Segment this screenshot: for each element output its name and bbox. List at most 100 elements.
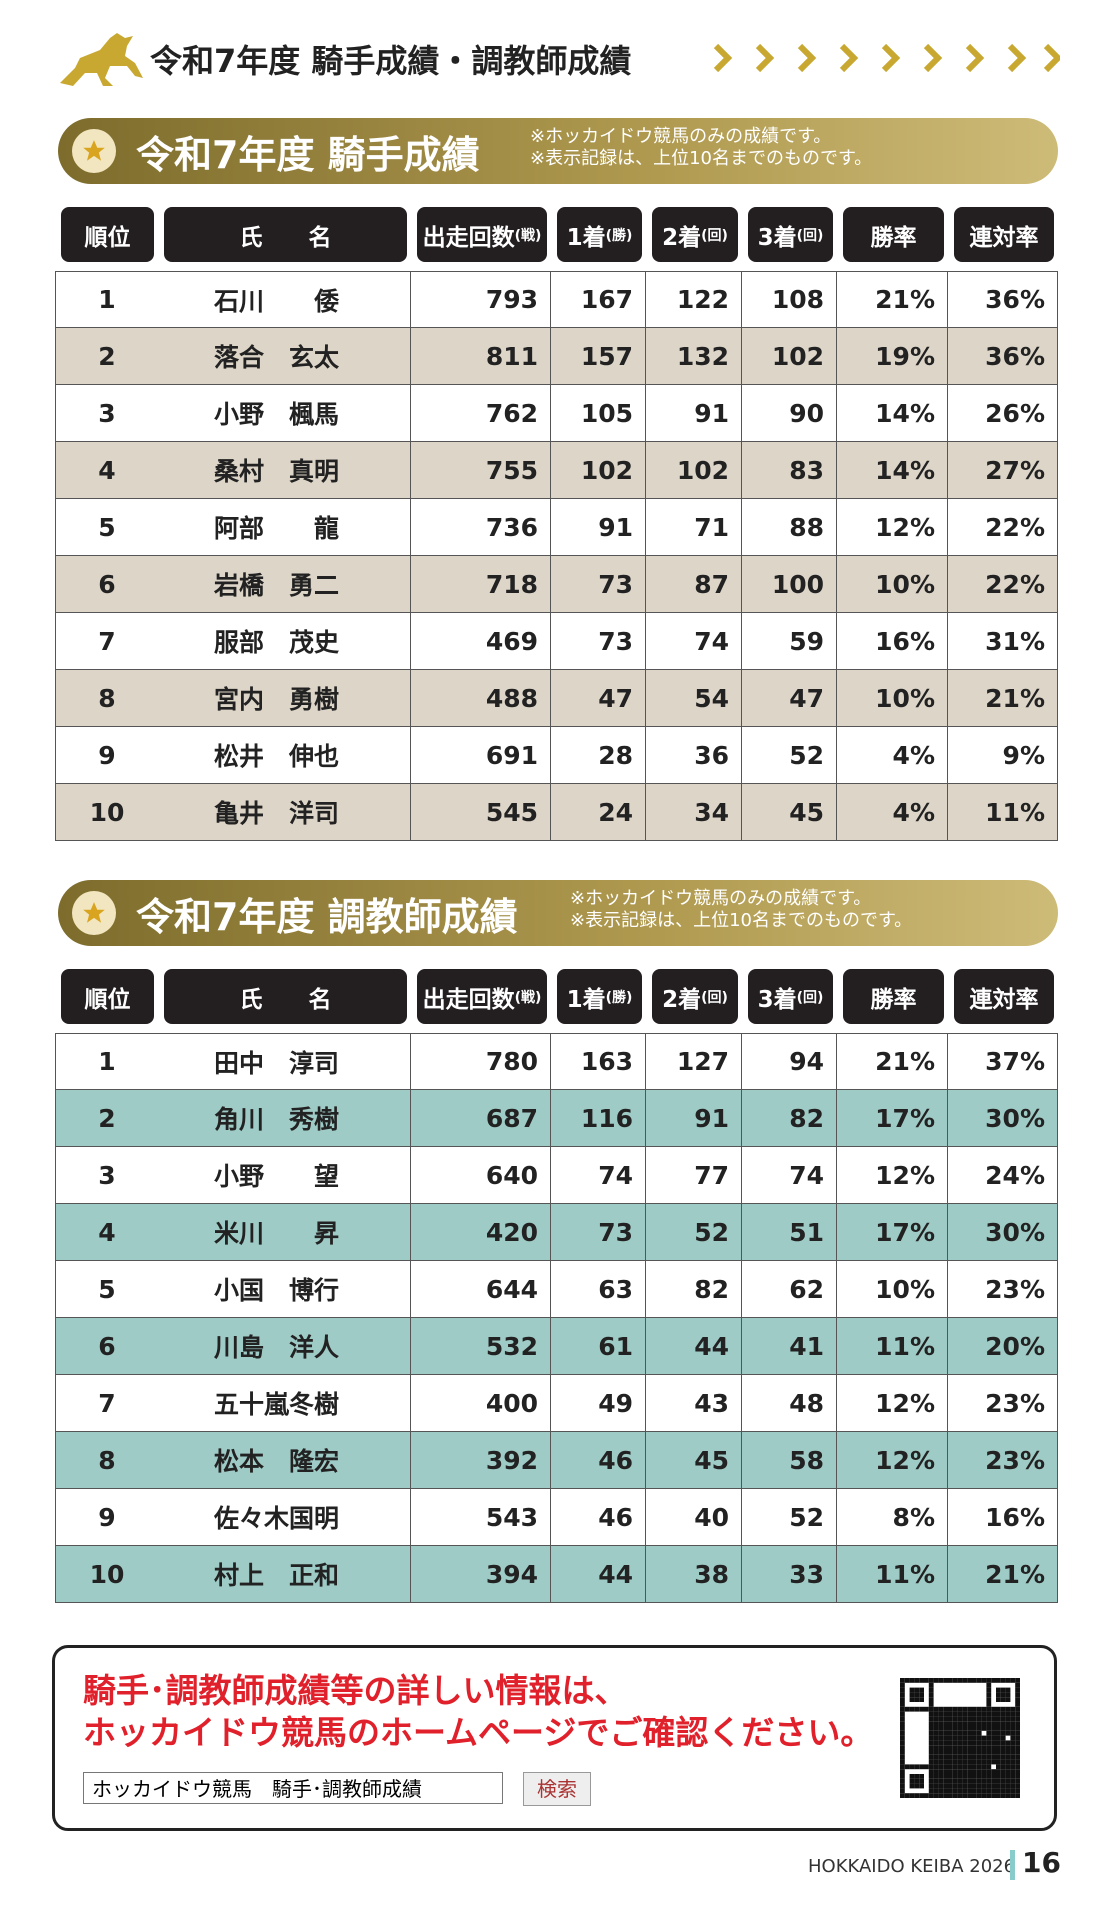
table-cell: 74 [742, 1147, 837, 1204]
table-cell: 394 [411, 1546, 551, 1603]
column-label: 順位 [84, 224, 131, 251]
section-banner: 令和7年度 騎手成績 ※ホッカイドウ競馬のみの成績です。 ※表示記録は、上位10名ま… [58, 118, 1058, 184]
table-cell: 102 [742, 328, 837, 385]
page-number: 16 [1022, 1846, 1061, 1879]
table-cell: 23% [948, 1432, 1058, 1489]
column-label: 出走回数 [422, 224, 515, 251]
table-cell: 8% [837, 1489, 948, 1546]
column-header: 3着 (回) [748, 969, 833, 1024]
table-cell: 11% [837, 1318, 948, 1375]
column-label: 勝率 [870, 224, 917, 251]
table-cell: 小野 望 [158, 1147, 411, 1204]
column-header: 連対率 [954, 207, 1054, 262]
table-cell: 2 [55, 328, 159, 385]
table-cell: 47 [551, 670, 646, 727]
search-box[interactable]: ホッカイドウ競馬 騎手･調教師成績 [83, 1772, 503, 1804]
table-cell: 116 [551, 1090, 646, 1147]
table-cell: 10 [55, 1546, 159, 1603]
column-header: 出走回数 (戦) [417, 969, 547, 1024]
table-cell: 3 [55, 1147, 159, 1204]
table-cell: 545 [411, 784, 551, 841]
column-header: 3着 (回) [748, 207, 833, 262]
table-cell: 52 [742, 1489, 837, 1546]
table-cell: 宮内 勇樹 [158, 670, 411, 727]
table-cell: 59 [742, 613, 837, 670]
table-cell: 46 [551, 1432, 646, 1489]
table-cell: 691 [411, 727, 551, 784]
table-cell: 45 [742, 784, 837, 841]
table-cell: 角川 秀樹 [158, 1090, 411, 1147]
section-title: 令和7年度 調教師成績 [136, 895, 518, 939]
column-unit: (回) [701, 227, 728, 244]
column-label: 2着 [662, 986, 702, 1013]
table-cell: 9 [55, 1489, 159, 1546]
column-header: 出走回数 (戦) [417, 207, 547, 262]
column-header: 氏 名 [164, 207, 407, 262]
info-line: ホッカイドウ競馬のホームページでご確認ください。 [83, 1713, 874, 1752]
table-cell: 61 [551, 1318, 646, 1375]
table-cell: 3 [55, 385, 159, 442]
table-cell: 31% [948, 613, 1058, 670]
table-cell: 74 [646, 613, 742, 670]
table-cell: 718 [411, 556, 551, 613]
page-title: 令和7年度 騎手成績・調教師成績 [150, 42, 632, 80]
table-cell: 127 [646, 1033, 742, 1090]
table-cell: 五十嵐冬樹 [158, 1375, 411, 1432]
table-cell: 桑村 真明 [158, 442, 411, 499]
table-cell: 51 [742, 1204, 837, 1261]
table-cell: 811 [411, 328, 551, 385]
table-cell: 163 [551, 1033, 646, 1090]
table-cell: 阿部 龍 [158, 499, 411, 556]
table-cell: 49 [551, 1375, 646, 1432]
table-cell: 91 [646, 1090, 742, 1147]
table-cell: 44 [646, 1318, 742, 1375]
table-cell: 26% [948, 385, 1058, 442]
column-label: 2着 [662, 224, 702, 251]
table-cell: 488 [411, 670, 551, 727]
table-cell: 36% [948, 271, 1058, 328]
note: ※表示記録は、上位10名までのものです。 [530, 148, 873, 169]
note: ※ホッカイドウ競馬のみの成績です。 [530, 126, 832, 147]
table-cell: 91 [551, 499, 646, 556]
column-unit: (戦) [514, 989, 542, 1006]
table-cell: 村上 正和 [158, 1546, 411, 1603]
table-cell: 36 [646, 727, 742, 784]
table-cell: 4 [55, 1204, 159, 1261]
table-cell: 52 [646, 1204, 742, 1261]
table-cell: 24% [948, 1147, 1058, 1204]
table-cell: 47 [742, 670, 837, 727]
table-cell: 田中 淳司 [158, 1033, 411, 1090]
table-cell: 45 [646, 1432, 742, 1489]
table-cell: 21% [948, 1546, 1058, 1603]
table-cell: 21% [837, 271, 948, 328]
table-cell: 2 [55, 1090, 159, 1147]
column-label: 1着 [566, 224, 606, 251]
table-cell: 543 [411, 1489, 551, 1546]
horse-icon [60, 33, 143, 86]
column-header: 2着 (回) [652, 207, 738, 262]
table-cell: 36% [948, 328, 1058, 385]
table-cell: 10% [837, 556, 948, 613]
table-cell: 石川 倭 [158, 271, 411, 328]
table-cell: 佐々木国明 [158, 1489, 411, 1546]
table-cell: 58 [742, 1432, 837, 1489]
table-cell: 10% [837, 1261, 948, 1318]
table-cell: 28 [551, 727, 646, 784]
column-unit: (回) [701, 989, 728, 1006]
table-cell: 22% [948, 556, 1058, 613]
search-button[interactable]: 検索 [523, 1772, 591, 1806]
table-cell: 102 [646, 442, 742, 499]
table-cell: 20% [948, 1318, 1058, 1375]
table-cell: 12% [837, 1375, 948, 1432]
table-cell: 762 [411, 385, 551, 442]
table-cell: 736 [411, 499, 551, 556]
table-cell: 63 [551, 1261, 646, 1318]
table-cell: 91 [646, 385, 742, 442]
column-label: 3着 [757, 986, 797, 1013]
column-header: 順位 [61, 969, 154, 1024]
table-cell: 73 [551, 1204, 646, 1261]
table-cell: 108 [742, 271, 837, 328]
info-text: 騎手･調教師成績等の詳しい情報は、 ホッカイドウ競馬のホームページでご確認ください… [83, 1670, 873, 1754]
table-cell: 川島 洋人 [158, 1318, 411, 1375]
